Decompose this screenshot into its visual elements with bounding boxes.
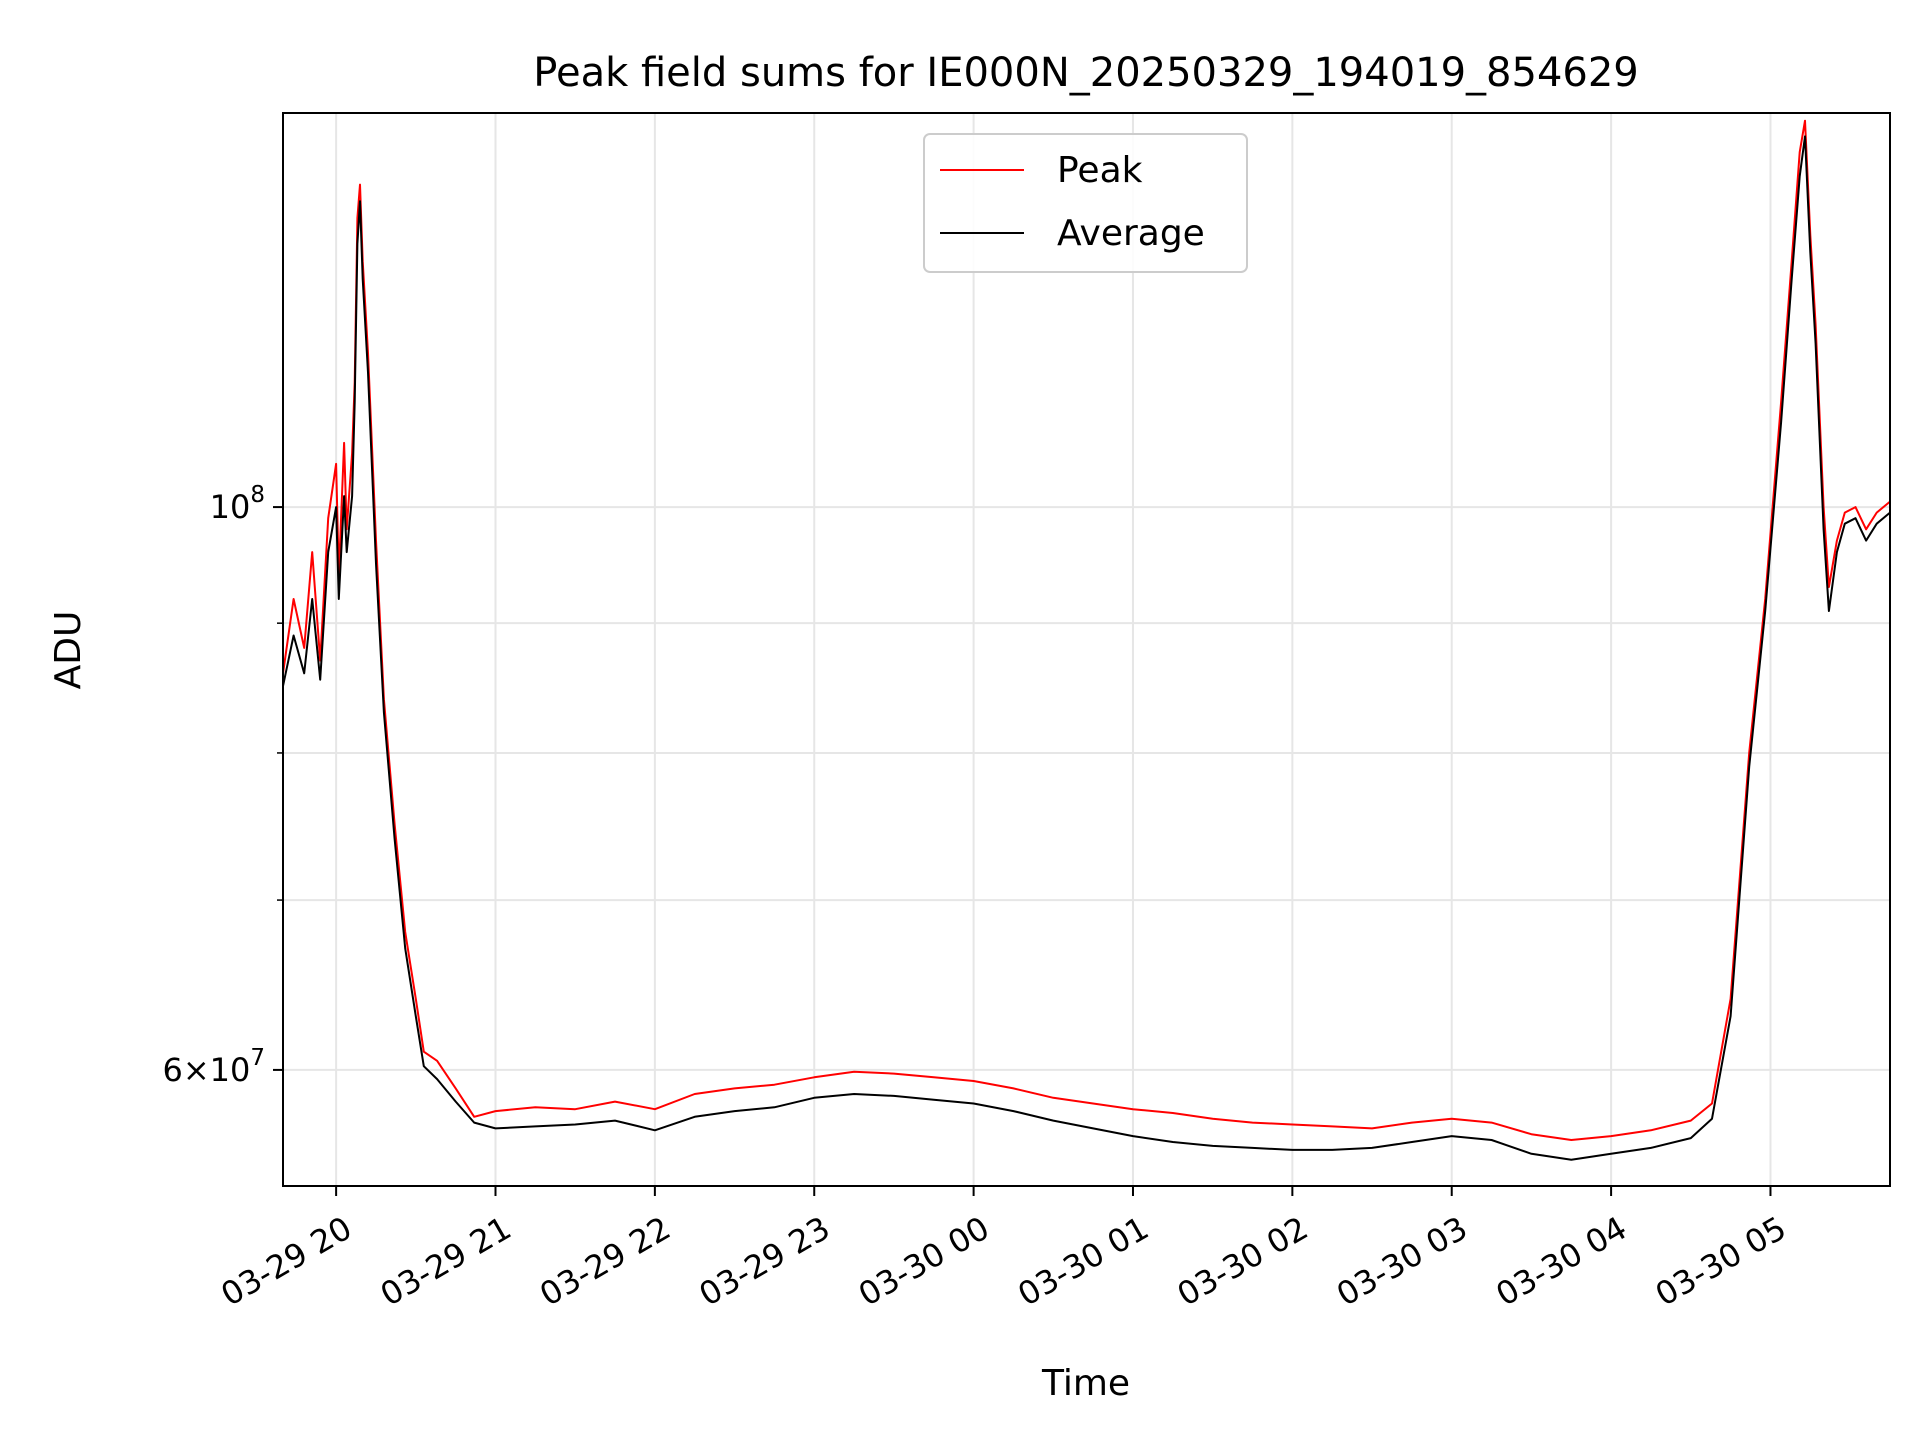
plot-frame xyxy=(282,112,1891,1187)
y-tick-label: 6×107 xyxy=(162,1045,265,1089)
series-line-peak xyxy=(283,119,1890,1141)
series-line-average xyxy=(283,135,1890,1161)
legend: Peak Average xyxy=(923,133,1248,273)
y-axis-label: ADU xyxy=(48,611,89,690)
y-tick-label: 108 xyxy=(210,482,265,526)
grid xyxy=(283,113,1890,1186)
legend-label-peak: Peak xyxy=(1057,150,1143,191)
chart-title: Peak field sums for IE000N_20250329_1940… xyxy=(533,50,1638,96)
legend-box xyxy=(923,133,1248,273)
x-axis-label: Time xyxy=(1041,1363,1130,1404)
legend-label-average: Average xyxy=(1057,213,1205,254)
series-layer xyxy=(283,119,1890,1161)
